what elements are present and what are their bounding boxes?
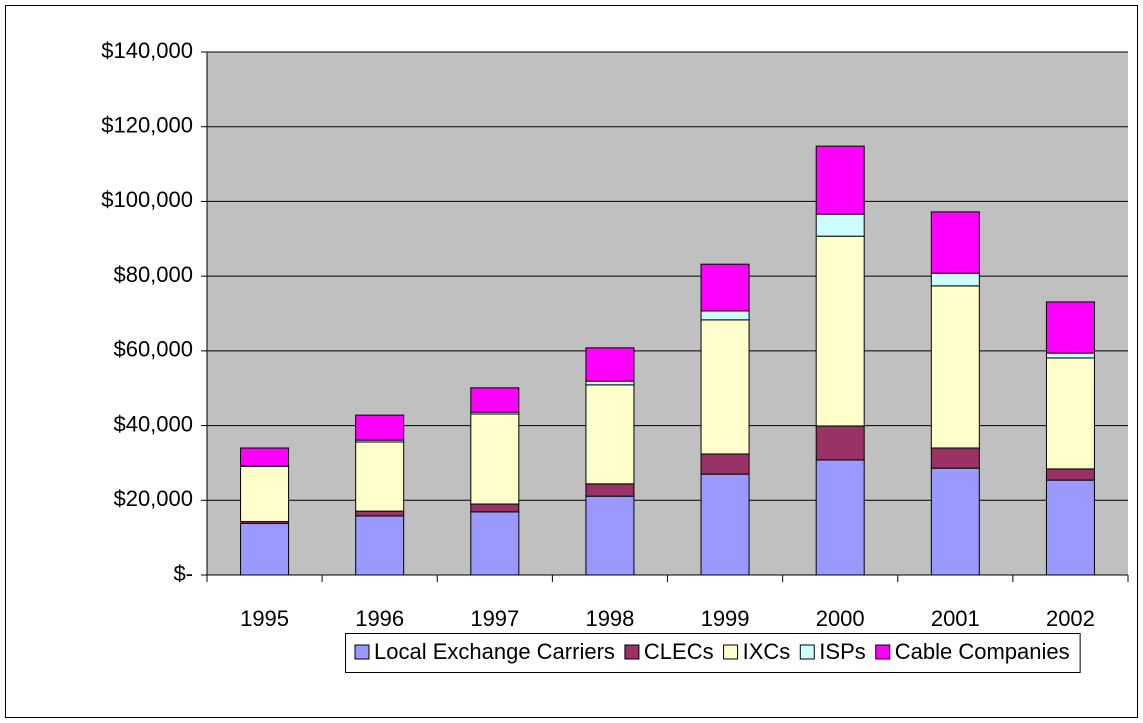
bar-segment: [585, 347, 635, 382]
bar-segment: [1045, 357, 1095, 470]
legend-label: IXCs: [743, 639, 791, 664]
bar-segment: [815, 235, 865, 427]
bar-segment: [1045, 468, 1095, 481]
bar-segment: [470, 387, 520, 413]
x-tick-label: 1999: [701, 606, 750, 631]
bar-segment: [355, 515, 405, 576]
bar-segment: [585, 384, 635, 485]
y-tick-label: $-: [173, 561, 193, 586]
bar-segment: [930, 272, 980, 287]
bar-segment: [700, 319, 750, 455]
bar-segment: [1045, 301, 1095, 354]
bar-segment: [355, 510, 405, 517]
y-tick-label: $120,000: [101, 113, 193, 138]
bar-segment: [700, 453, 750, 475]
x-tick-label: 2000: [816, 606, 865, 631]
bar-segment: [355, 441, 405, 512]
legend-swatch: [875, 644, 891, 660]
bar-segment: [240, 522, 290, 576]
bar-segment: [470, 413, 520, 505]
y-tick-label: $100,000: [101, 187, 193, 212]
x-tick-label: 1997: [470, 606, 519, 631]
bar-segment: [240, 465, 290, 523]
x-tick-label: 1998: [585, 606, 634, 631]
bar-segment: [815, 459, 865, 576]
bar-segment: [1045, 352, 1095, 359]
y-tick-label: $60,000: [113, 337, 193, 362]
legend-label: Cable Companies: [895, 639, 1070, 664]
x-tick-label: 1996: [355, 606, 404, 631]
bar-segment: [815, 145, 865, 215]
y-tick-label: $80,000: [113, 262, 193, 287]
bar-segment: [355, 414, 405, 441]
bar-segment: [470, 503, 520, 513]
legend-label: Local Exchange Carriers: [374, 639, 615, 664]
legend-swatch: [723, 644, 739, 660]
bar-segment: [585, 380, 635, 386]
bar-segment: [585, 495, 635, 576]
bar-segment: [585, 483, 635, 497]
bar-segment: [700, 263, 750, 312]
bar-segment: [240, 447, 290, 467]
x-tick-label: 2002: [1046, 606, 1095, 631]
y-tick-label: $140,000: [101, 38, 193, 63]
bar-segment: [700, 310, 750, 321]
x-tick-label: 1995: [240, 606, 289, 631]
plot-area: [207, 52, 1128, 575]
bar-segment: [700, 473, 750, 576]
x-tick-label: 2001: [931, 606, 980, 631]
bar-segment: [930, 447, 980, 469]
y-tick-label: $40,000: [113, 411, 193, 436]
bar-segment: [1045, 479, 1095, 576]
legend-swatch: [354, 644, 370, 660]
legend-swatch: [624, 644, 640, 660]
bar-segment: [930, 285, 980, 449]
bar-segment: [930, 467, 980, 576]
legend-swatch: [799, 644, 815, 660]
bar-segment: [930, 211, 980, 274]
bar-segment: [470, 511, 520, 576]
legend-label: CLECs: [644, 639, 714, 664]
y-tick-label: $20,000: [113, 486, 193, 511]
legend-label: ISPs: [819, 639, 865, 664]
legend-box: [345, 633, 1081, 673]
bar-segment: [815, 213, 865, 237]
bar-segment: [815, 425, 865, 461]
